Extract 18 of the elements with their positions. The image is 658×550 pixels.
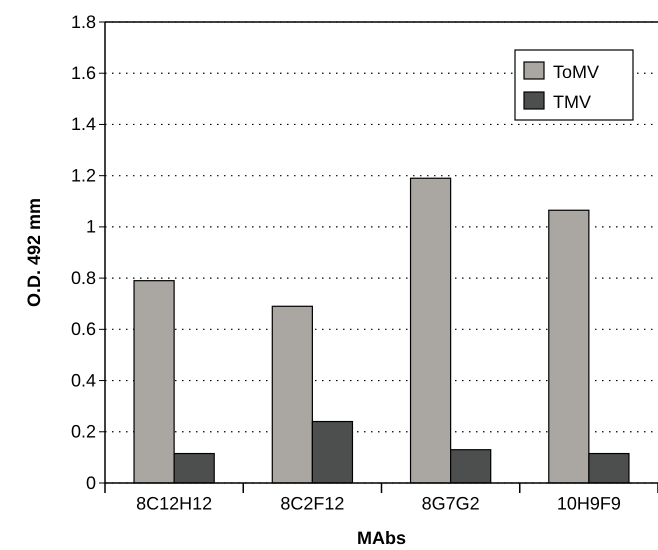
y-tick-label: 1.8: [70, 12, 96, 32]
x-tick-label: 8C12H12: [136, 493, 212, 514]
x-tick-label: 8G7G2: [422, 493, 480, 514]
y-tick-label: 0.2: [70, 422, 96, 442]
y-tick-label: 0.8: [70, 268, 96, 288]
y-tick-label: 1.2: [70, 165, 96, 186]
x-tick-label: 8C2F12: [280, 493, 344, 514]
y-tick-label: 0.6: [70, 319, 96, 340]
legend-label: TMV: [553, 92, 591, 112]
legend-label: ToMV: [553, 62, 600, 82]
y-axis-title: O.D. 492 mm: [24, 198, 44, 308]
y-tick-label: 0.4: [70, 370, 96, 390]
x-axis-title: MAbs: [357, 528, 406, 548]
x-tick-label: 10H9F9: [556, 493, 621, 514]
y-tick-label: 1: [86, 216, 96, 237]
y-tick-label: 1.6: [70, 62, 96, 83]
y-tick-label: 1.4: [70, 114, 96, 134]
y-tick-label: 0: [86, 472, 96, 493]
